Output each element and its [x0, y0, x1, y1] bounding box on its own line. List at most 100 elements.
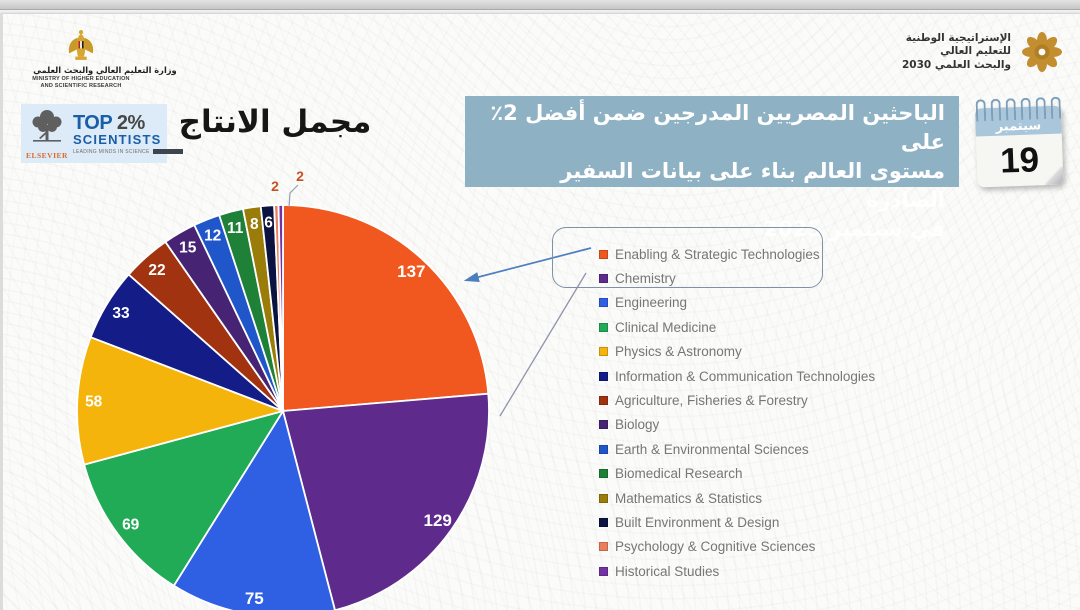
legend-item-9: Biomedical Research [599, 462, 875, 486]
line-to-second-slice [499, 272, 587, 417]
pie-slice-value-5: 33 [112, 305, 130, 322]
legend-label: Clinical Medicine [615, 319, 717, 335]
pie-slice-0 [282, 204, 490, 412]
egypt-eagle-icon [68, 29, 94, 60]
legend-label: Historical Studies [615, 563, 720, 579]
top2-title: TOP 2% [73, 113, 183, 133]
legend-swatch-icon [599, 396, 608, 406]
legend-item-2: Engineering [599, 291, 875, 315]
pie-slice-value-0: 137 [397, 262, 425, 281]
headline-line2: مستوى العالم بناء على بيانات السفير الصا… [560, 159, 945, 212]
strategy-line1: الإستراتيجية الوطنية [905, 31, 1011, 44]
legend-item-10: Mathematics & Statistics [599, 486, 875, 510]
legend-item-8: Earth & Environmental Sciences [599, 437, 875, 461]
legend-label: Chemistry [615, 271, 676, 287]
top2-text: TOP 2% SCIENTISTS LEADING MINDS IN SCIEN… [73, 113, 183, 155]
pie-slice-value-2: 75 [245, 589, 264, 608]
headline-line3: في سبتمبر 2025 [763, 217, 945, 241]
legend-label: Information & Communication Technologies [615, 368, 876, 384]
legend-item-6: Agriculture, Fisheries & Forestry [599, 388, 875, 412]
legend-swatch-icon [599, 274, 608, 284]
strategy-line3: والبحث العلمي 2030 [902, 58, 1011, 71]
top2-tagline-bar [152, 149, 183, 154]
pie-outside-value-13: 2 [296, 168, 304, 184]
legend-item-13: Historical Studies [599, 559, 875, 583]
legend-label: Agriculture, Fisheries & Forestry [615, 393, 808, 409]
legend-swatch-icon [599, 322, 608, 332]
top2-tagline: LEADING MINDS IN SCIENCE [72, 148, 150, 155]
page-title: مجمل الانتاج [178, 104, 372, 140]
legend-highlight-box [552, 227, 823, 288]
window-top-strip [0, 0, 1080, 10]
slide-canvas: وزارة التعليم العالي والبحث العلمي MINIS… [0, 14, 1080, 610]
elsevier-wordmark: ELSEVIER [26, 150, 68, 160]
legend-swatch-icon [599, 517, 608, 527]
pie-slice-value-11: 6 [264, 215, 273, 232]
pie-slice-4 [76, 336, 286, 466]
legend-item-3: Clinical Medicine [599, 315, 875, 339]
legend-label: Mathematics & Statistics [615, 490, 763, 506]
ministry-logo: وزارة التعليم العالي والبحث العلمي MINIS… [29, 28, 177, 89]
strategy-2030-logo: الإستراتيجية الوطنية للتعليم العالي والب… [902, 30, 1064, 74]
legend-item-4: Physics & Astronomy [599, 340, 875, 364]
legend-swatch-icon [599, 249, 608, 259]
legend-label: Biology [615, 417, 660, 433]
pie-slice-value-10: 8 [250, 216, 259, 233]
elsevier-brand: ELSEVIER [26, 108, 68, 160]
legend-label: Built Environment & Design [615, 514, 780, 530]
calendar-page-curl-icon [1044, 166, 1064, 186]
top2-tagline-row: LEADING MINDS IN SCIENCE [73, 149, 183, 155]
pie-outside-value-12: 2 [271, 178, 279, 194]
strategy-text: الإستراتيجية الوطنية للتعليم العالي والب… [902, 32, 1011, 73]
slide-top-gap [0, 10, 1080, 14]
top2-word-top: TOP [72, 111, 112, 134]
legend-swatch-icon [599, 371, 608, 381]
legend-item-5: Information & Communication Technologies [599, 364, 875, 388]
legend-swatch-icon [599, 566, 608, 576]
legend-label: Engineering [615, 295, 688, 311]
pie-slice-value-8: 12 [204, 228, 221, 245]
pie-slice-value-7: 15 [179, 240, 197, 257]
legend-label: Earth & Environmental Sciences [615, 441, 809, 457]
lotus-rosette-icon [1022, 32, 1062, 72]
leader-line-historical-studies [288, 184, 299, 208]
ministry-english-name-line2: AND SCIENTIFIC RESEARCH [40, 82, 122, 89]
pie-slice-13 [277, 204, 284, 412]
chart-legend: Enabling & Strategic Technologies Chemist… [599, 242, 875, 583]
arrow-to-largest-slice [463, 247, 592, 282]
legend-swatch-icon [599, 493, 608, 503]
legend-label: Enabling & Strategic Technologies [615, 246, 820, 262]
legend-swatch-icon [599, 347, 608, 357]
calendar-widget: سبتمبر 19 [974, 96, 1064, 188]
ministry-arabic-name: وزارة التعليم العالي والبحث العلمي [33, 66, 177, 76]
legend-label: Biomedical Research [615, 466, 743, 482]
pie-slice-value-9: 11 [227, 220, 244, 237]
legend-swatch-icon [599, 444, 608, 454]
elsevier-top2-badge: ELSEVIER TOP 2% SCIENTISTS LEADING MINDS… [21, 104, 183, 163]
legend-label: Physics & Astronomy [615, 344, 742, 360]
pie-slice-value-6: 22 [148, 262, 165, 279]
headline-banner: الباحثين المصريين المدرجين ضمن أفضل 2٪ ع… [465, 96, 959, 241]
legend-swatch-icon [599, 469, 608, 479]
legend-item-0: Enabling & Strategic Technologies [599, 242, 875, 266]
annotation-arrows [463, 247, 592, 417]
top2-word-percent: 2% [116, 111, 145, 134]
strategy-line2: للتعليم العالي [940, 45, 1011, 58]
top2-subtitle: SCIENTISTS [72, 131, 162, 147]
pie-slice-3 [82, 409, 285, 587]
pie-slice-2 [172, 408, 336, 610]
legend-item-12: Psychology & Cognitive Sciences [599, 535, 875, 559]
legend-swatch-icon [599, 420, 608, 430]
legend-item-11: Built Environment & Design [599, 510, 875, 534]
calendar-rings-icon [974, 96, 1061, 122]
legend-swatch-icon [599, 298, 608, 308]
pie-slice-value-4: 58 [85, 394, 103, 411]
legend-swatch-icon [599, 542, 608, 552]
pie-slice-value-3: 69 [122, 516, 140, 533]
pie-slice-value-1: 129 [424, 511, 452, 530]
legend-item-1: Chemistry [599, 266, 875, 290]
legend-item-7: Biology [599, 413, 875, 437]
headline-line1: الباحثين المصريين المدرجين ضمن أفضل 2٪ ع… [490, 101, 945, 154]
